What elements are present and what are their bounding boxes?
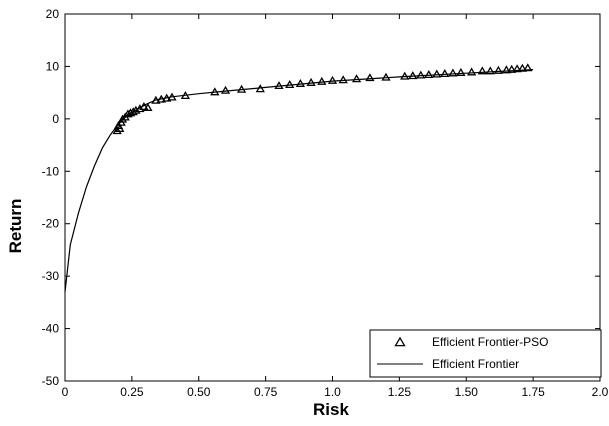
data-point-pso: [220, 85, 231, 94]
legend-label-frontier: Efficient Frontier: [432, 357, 519, 371]
data-point-pso: [466, 67, 477, 76]
data-point-pso: [151, 95, 161, 104]
data-point-pso: [128, 107, 138, 116]
data-point-pso: [416, 70, 426, 79]
data-point-pso: [162, 93, 172, 102]
y-axis-title: Return: [6, 199, 25, 254]
data-point-pso: [274, 81, 284, 90]
y-tick-label: 20: [46, 7, 60, 21]
x-tick-label: 1.25: [388, 385, 412, 399]
data-point-pso: [408, 71, 418, 80]
data-point-pso: [523, 63, 533, 72]
data-point-pso: [285, 79, 295, 89]
x-axis-title: Risk: [313, 400, 349, 419]
x-tick-label: 0.75: [254, 385, 278, 399]
data-point-pso: [512, 64, 522, 73]
data-point-pso: [143, 103, 153, 112]
x-tick-label: 0.50: [187, 385, 211, 399]
x-tick-label: 1.50: [455, 385, 479, 399]
x-tick-label: 1.75: [521, 385, 545, 399]
axes: 0 0.25 0.50 0.75 1.0 1.25 1.50 1.75 2.0 -50 -40 -30…: [42, 7, 609, 399]
data-point-pso: [180, 90, 191, 100]
data-point-pso: [432, 69, 442, 78]
data-point-pso: [139, 101, 149, 111]
legend: Efficient Frontier-PSO Efficient Frontie…: [369, 329, 602, 378]
y-tick-label: 10: [46, 59, 60, 73]
y-tick-label: -40: [42, 322, 60, 336]
data-point-pso: [338, 75, 348, 84]
data-point-pso: [485, 66, 495, 75]
series-line-efficient-frontier: [64, 69, 534, 292]
data-point-pso: [255, 84, 265, 93]
legend-box: [369, 329, 602, 378]
legend-label-pso: Efficient Frontier-PSO: [432, 335, 548, 349]
data-point-pso: [236, 84, 247, 93]
data-point-pso: [351, 74, 362, 83]
data-point-pso: [365, 73, 375, 82]
chart-marks: [64, 63, 534, 292]
data-point-pso: [115, 123, 125, 133]
legend-triangle-marker: [394, 336, 406, 347]
data-point-pso: [156, 94, 166, 103]
data-point-pso: [295, 79, 306, 87]
data-point-pso: [456, 67, 466, 76]
plot-area: [64, 13, 601, 382]
data-point-pso: [440, 68, 450, 78]
data-point-pso: [517, 63, 528, 72]
data-point-pso: [493, 65, 504, 74]
data-point-pso: [117, 114, 128, 123]
plot-frame: [64, 13, 601, 382]
data-point-pso: [424, 69, 434, 79]
y-tick-label: -20: [42, 217, 60, 231]
data-point-pso: [400, 71, 410, 80]
data-point-pso: [210, 87, 220, 96]
x-tick-label: 0.25: [120, 385, 144, 399]
data-point-pso: [507, 64, 517, 73]
x-tick-label: 1.0: [324, 385, 341, 399]
data-point-pso: [477, 66, 487, 75]
y-tick-label: 0: [52, 112, 59, 126]
y-tick-label: -10: [42, 164, 60, 178]
data-point-pso: [381, 72, 391, 81]
data-point-pso: [501, 65, 512, 74]
data-point-pso: [327, 75, 338, 84]
data-point-pso: [112, 126, 122, 135]
data-point-pso: [317, 76, 327, 85]
data-point-pso: [167, 92, 177, 101]
data-point-pso: [306, 77, 316, 86]
x-tick-label: 2.0: [592, 385, 609, 399]
y-tick-label: -50: [42, 374, 60, 388]
legend-marker-swatch: [394, 336, 406, 347]
y-tick-label: -30: [42, 269, 60, 283]
data-point-pso: [448, 68, 458, 77]
x-tick-label: 0: [62, 385, 69, 399]
